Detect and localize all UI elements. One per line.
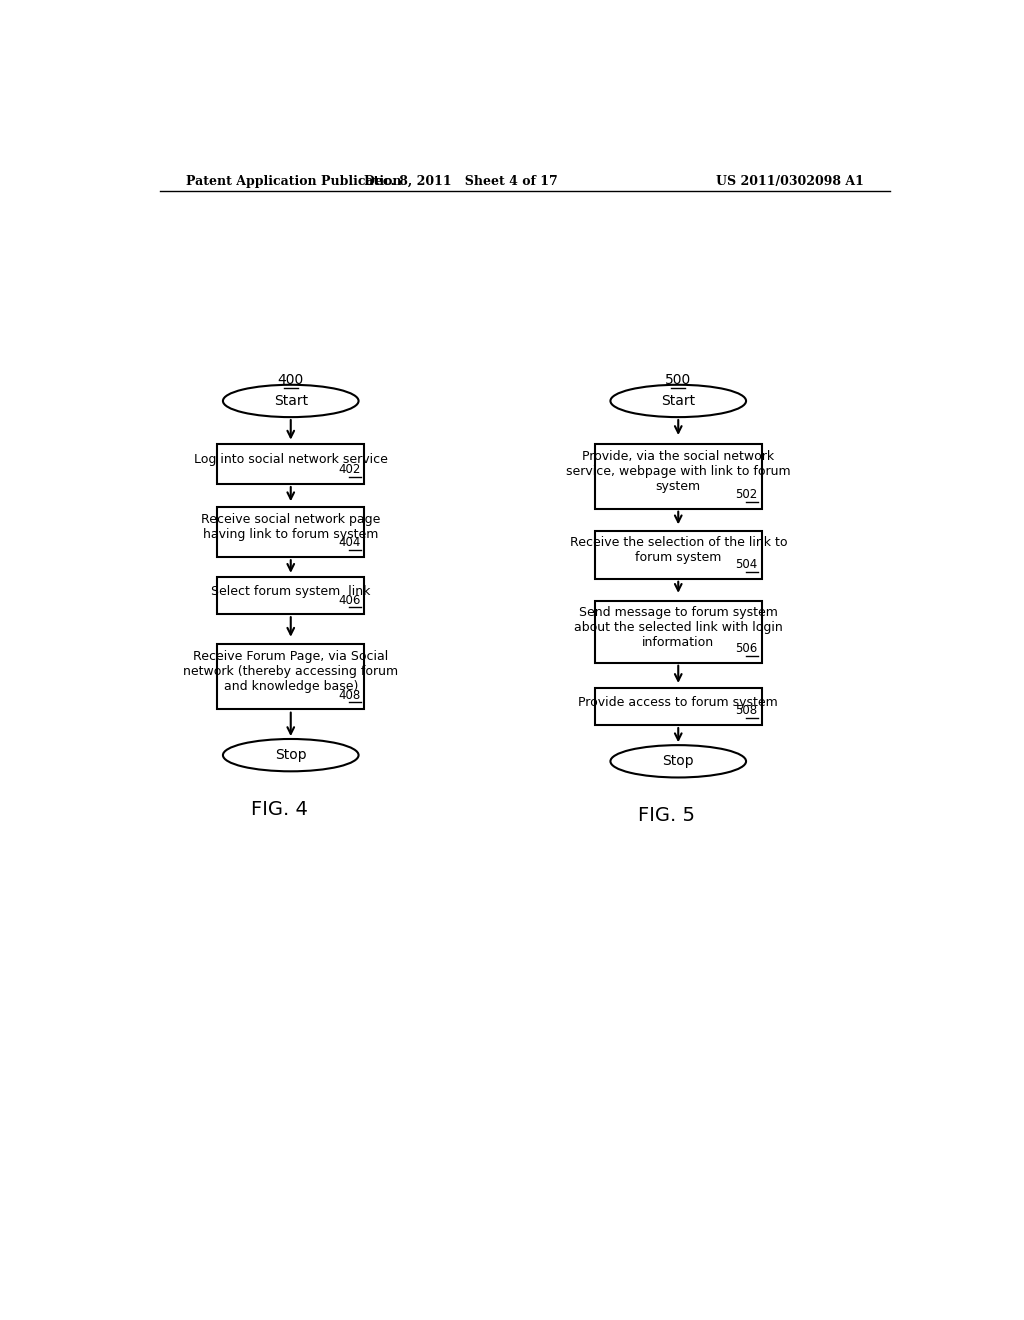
Text: 508: 508 — [735, 705, 758, 718]
Text: 408: 408 — [338, 689, 360, 702]
Text: 502: 502 — [735, 488, 758, 502]
Text: Receive Forum Page, via Social
network (thereby accessing forum
and knowledge ba: Receive Forum Page, via Social network (… — [183, 651, 398, 693]
Text: Provide, via the social network
service, webpage with link to forum
system: Provide, via the social network service,… — [566, 450, 791, 494]
Text: Dec. 8, 2011   Sheet 4 of 17: Dec. 8, 2011 Sheet 4 of 17 — [365, 176, 558, 187]
Text: Start: Start — [662, 393, 695, 408]
Text: Stop: Stop — [663, 754, 694, 768]
Text: US 2011/0302098 A1: US 2011/0302098 A1 — [717, 176, 864, 187]
Text: 500: 500 — [666, 374, 691, 387]
Text: 406: 406 — [338, 594, 360, 607]
Text: Select forum system  link: Select forum system link — [211, 585, 371, 598]
Text: 504: 504 — [735, 558, 758, 572]
Text: Receive social network page
having link to forum system: Receive social network page having link … — [201, 513, 381, 541]
Text: Log into social network service: Log into social network service — [194, 453, 388, 466]
Text: FIG. 4: FIG. 4 — [251, 800, 307, 820]
Text: 506: 506 — [735, 642, 758, 655]
Text: FIG. 5: FIG. 5 — [638, 807, 695, 825]
Text: 402: 402 — [338, 463, 360, 477]
Text: 404: 404 — [338, 536, 360, 549]
Text: Stop: Stop — [274, 748, 306, 762]
Text: 400: 400 — [278, 374, 304, 387]
Text: Provide access to forum system: Provide access to forum system — [579, 696, 778, 709]
Text: Patent Application Publication: Patent Application Publication — [186, 176, 401, 187]
Text: Start: Start — [273, 393, 308, 408]
Text: Receive the selection of the link to
forum system: Receive the selection of the link to for… — [569, 536, 787, 565]
Text: Send message to forum system
about the selected link with login
information: Send message to forum system about the s… — [573, 606, 782, 649]
